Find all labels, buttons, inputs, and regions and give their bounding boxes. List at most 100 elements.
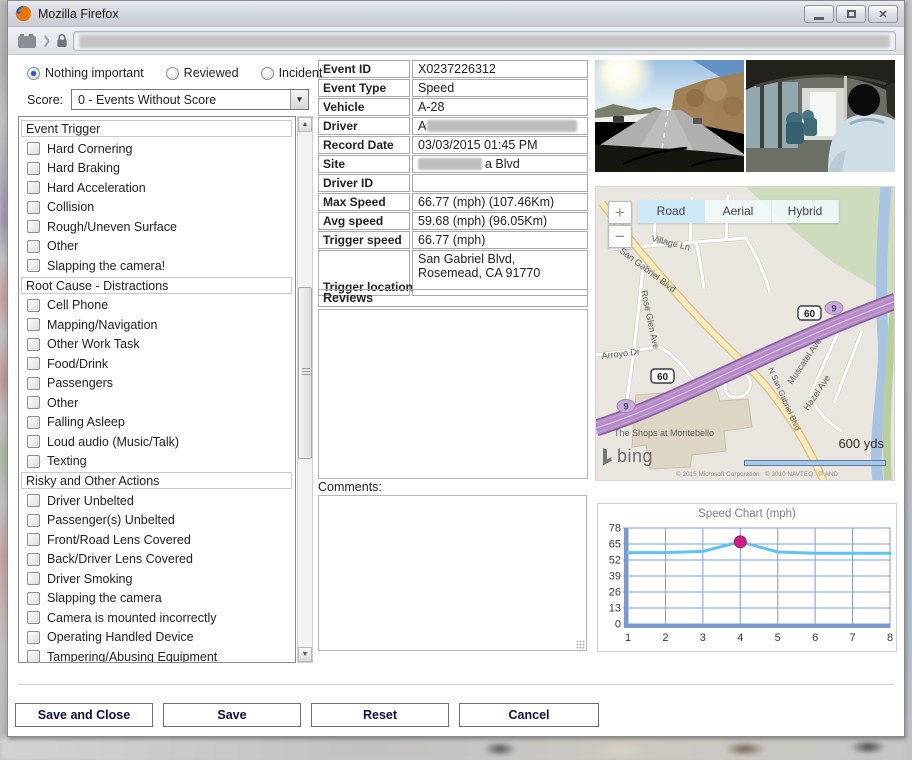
map-road-button[interactable]: Road <box>638 200 705 223</box>
checkbox[interactable] <box>27 200 40 214</box>
checkbox[interactable] <box>27 611 40 625</box>
score-select[interactable]: 0 - Events Without Score ▼ <box>71 89 309 110</box>
checklist-scrollbar[interactable]: ▲ ▼ <box>297 116 313 663</box>
checkbox[interactable] <box>27 650 40 662</box>
chart-element <box>733 535 747 549</box>
map-hybrid-button[interactable]: Hybrid <box>772 200 839 223</box>
chart-element: 1 <box>625 632 631 644</box>
scrollbar-thumb[interactable] <box>298 287 312 459</box>
checklist-item[interactable]: Slapping the camera <box>19 589 295 609</box>
chart-element: 5 <box>775 632 781 644</box>
scroll-down-icon[interactable]: ▼ <box>298 647 312 662</box>
checklist-item[interactable]: Passenger(s) Unbelted <box>19 511 295 531</box>
checklist-item[interactable]: Mapping/Navigation <box>19 315 295 335</box>
checklist-item-label: Passengers <box>47 376 114 391</box>
checklist-item[interactable]: Hard Cornering <box>19 139 295 159</box>
resize-grip-icon[interactable] <box>576 640 585 649</box>
checkbox[interactable] <box>27 298 40 312</box>
comments-textarea[interactable] <box>318 495 587 651</box>
checklist-item[interactable]: Back/Driver Lens Covered <box>19 550 295 570</box>
checkbox[interactable] <box>27 337 40 351</box>
checkbox[interactable] <box>27 396 40 410</box>
map[interactable]: 60 60 9 9 Village Ln San Gabriel Blvd Ro… <box>595 186 895 481</box>
checkbox[interactable] <box>27 591 40 605</box>
map-aerial-button[interactable]: Aerial <box>705 200 772 223</box>
checklist-item[interactable]: Falling Asleep <box>19 413 295 433</box>
page-icon[interactable] <box>17 33 37 49</box>
checklist-item[interactable]: Operating Handled Device <box>19 628 295 648</box>
checklist-item[interactable]: Other <box>19 237 295 257</box>
checkbox[interactable] <box>27 572 40 586</box>
map-image: 60 60 9 9 Village Ln San Gabriel Blvd Ro… <box>596 187 894 480</box>
checkbox[interactable] <box>27 435 40 449</box>
checkbox[interactable] <box>27 259 40 273</box>
checkbox[interactable] <box>27 239 40 253</box>
radio-incident[interactable]: Incident <box>260 66 322 80</box>
checklist-item[interactable]: Slapping the camera! <box>19 256 295 276</box>
checkbox[interactable] <box>27 454 40 468</box>
checklist-item[interactable]: Cell Phone <box>19 296 295 316</box>
reset-button[interactable]: Reset <box>311 703 449 727</box>
checkbox[interactable] <box>27 142 40 156</box>
checkbox[interactable] <box>27 415 40 429</box>
checkbox[interactable] <box>27 181 40 195</box>
checklist-item[interactable]: Loud audio (Music/Talk) <box>19 432 295 452</box>
checkbox[interactable] <box>27 494 40 508</box>
close-button[interactable]: ✕ <box>868 5 898 23</box>
checkbox[interactable] <box>27 161 40 175</box>
checklist-group-header: Root Cause - Distractions <box>21 276 292 294</box>
checklist-item[interactable]: Tampering/Abusing Equipment <box>19 647 295 662</box>
checklist-item[interactable]: Camera is mounted incorrectly <box>19 608 295 628</box>
maximize-button[interactable] <box>836 5 866 23</box>
cancel-button[interactable]: Cancel <box>459 703 599 727</box>
radio-button-icon[interactable] <box>165 66 179 80</box>
chart-title: Speed Chart (mph) <box>698 508 796 520</box>
checklist-item[interactable]: Collision <box>19 198 295 218</box>
url-bar[interactable] <box>73 30 896 51</box>
chart-element: 52 <box>609 555 621 567</box>
checkbox[interactable] <box>27 552 40 566</box>
map-zoom-in-button[interactable]: + <box>608 201 632 224</box>
checkbox[interactable] <box>27 513 40 527</box>
speed-chart: Speed Chart (mph) 0 13 26 39 52 65 78 1 2 3 4 5 6 7 8 <box>597 503 897 652</box>
map-copyright: © 2015 Microsoft Corporation © 2010 NAVT… <box>676 471 839 478</box>
titlebar[interactable]: Mozilla Firefox ✕ <box>8 1 904 27</box>
checklist-item[interactable]: Texting <box>19 452 295 472</box>
checklist-item[interactable]: Other Work Task <box>19 335 295 355</box>
radio-reviewed[interactable]: Reviewed <box>165 66 239 80</box>
radio-button-icon[interactable] <box>260 66 274 80</box>
score-row: Score: 0 - Events Without Score ▼ <box>27 89 309 110</box>
checkbox[interactable] <box>27 318 40 332</box>
checklist-item[interactable]: Hard Acceleration <box>19 178 295 198</box>
radio-nothing-important[interactable]: Nothing important <box>27 66 144 80</box>
checkbox[interactable] <box>27 357 40 371</box>
checklist-group-header: Event Trigger <box>21 120 292 137</box>
checklist-item[interactable]: Driver Smoking <box>19 569 295 589</box>
checklist-item[interactable]: Passengers <box>19 374 295 394</box>
checklist-item[interactable]: Rough/Uneven Surface <box>19 217 295 237</box>
detail-value <box>412 174 588 192</box>
scroll-up-icon[interactable]: ▲ <box>298 117 312 132</box>
checkbox[interactable] <box>27 630 40 644</box>
score-selected-value: 0 - Events Without Score <box>78 92 217 107</box>
checklist-item[interactable]: Other <box>19 393 295 413</box>
chart-element: 65 <box>609 539 621 551</box>
street-label: Arroyo Dr <box>601 346 640 361</box>
minimize-button[interactable] <box>804 5 834 23</box>
checklist-item[interactable]: Front/Road Lens Covered <box>19 530 295 550</box>
checkbox[interactable] <box>27 533 40 547</box>
background-page-strip <box>0 737 912 760</box>
checklist-item[interactable]: Driver Unbelted <box>19 491 295 511</box>
map-zoom-out-button[interactable]: − <box>608 225 632 248</box>
detail-label: Event Type <box>318 79 410 97</box>
save-button[interactable]: Save <box>163 703 301 727</box>
dropdown-arrow-icon[interactable]: ▼ <box>290 90 308 109</box>
checkbox[interactable] <box>27 376 40 390</box>
checklist-item-label: Driver Unbelted <box>47 493 134 508</box>
checklist-item[interactable]: Hard Braking <box>19 159 295 179</box>
checklist-item[interactable]: Food/Drink <box>19 354 295 374</box>
checkbox[interactable] <box>27 220 40 234</box>
radio-button-icon[interactable] <box>27 66 40 80</box>
save-and-close-button[interactable]: Save and Close <box>15 703 153 727</box>
